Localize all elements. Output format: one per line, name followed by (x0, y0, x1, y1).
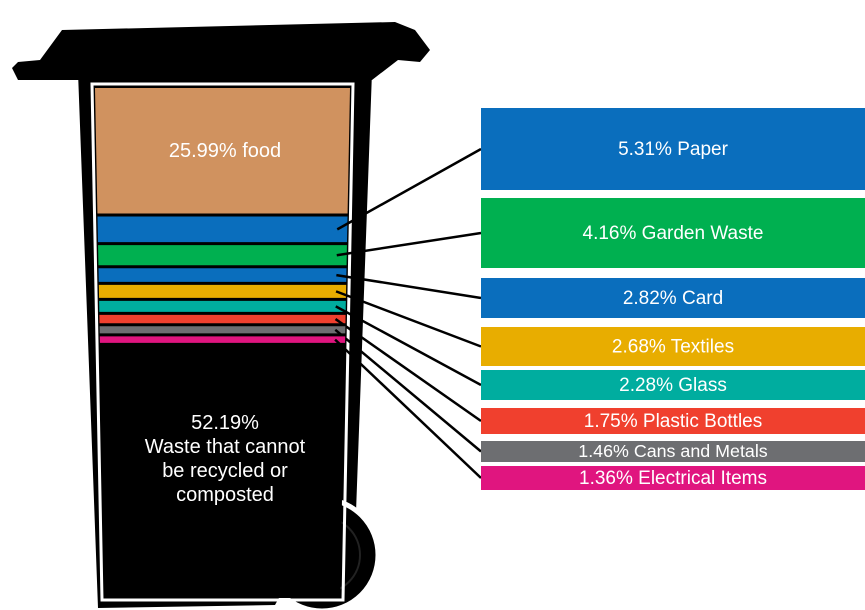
leader-line (334, 318, 482, 423)
bin-segment (99, 336, 346, 343)
bin-segment (99, 300, 346, 312)
bin-segment (98, 268, 347, 282)
segment-label: 2.28% Glass (619, 375, 727, 396)
leader-line (336, 273, 482, 300)
bin-segment (98, 245, 347, 266)
label-box (481, 408, 865, 434)
segment-label: 1.46% Cans and Metals (578, 441, 768, 461)
segment-label: 1.36% Electrical Items (579, 468, 767, 489)
label-box (481, 108, 865, 190)
segment-label: 25.99% food (168, 139, 282, 162)
leader-line (334, 338, 482, 479)
segment-label: 1.75% Plastic Bottles (584, 411, 762, 432)
segment-label: 2.82% Card (623, 288, 723, 309)
bin-segment (100, 345, 345, 598)
label-box (481, 278, 865, 318)
leader-line (335, 290, 482, 348)
leader-line (336, 231, 482, 257)
bin-segment (95, 88, 350, 214)
leader-line (334, 328, 482, 453)
bin-inner-outline (90, 82, 355, 602)
label-box (481, 441, 865, 462)
segment-label: 4.16% Garden Waste (583, 223, 764, 244)
bin-lid (12, 22, 430, 80)
segment-label: 52.19% Waste that cannot be recycled or … (144, 411, 306, 506)
bin-segment (98, 284, 347, 298)
bin-segment (97, 216, 348, 243)
bin-segment (99, 326, 346, 334)
bin-segment (99, 314, 346, 324)
leader-line (336, 147, 482, 231)
segment-label: 2.68% Textiles (612, 337, 734, 358)
label-box (481, 466, 865, 490)
label-box (481, 327, 865, 366)
segment-label: 5.31% Paper (618, 139, 729, 160)
leader-line (335, 305, 482, 387)
label-box (481, 198, 865, 268)
label-box (481, 370, 865, 400)
